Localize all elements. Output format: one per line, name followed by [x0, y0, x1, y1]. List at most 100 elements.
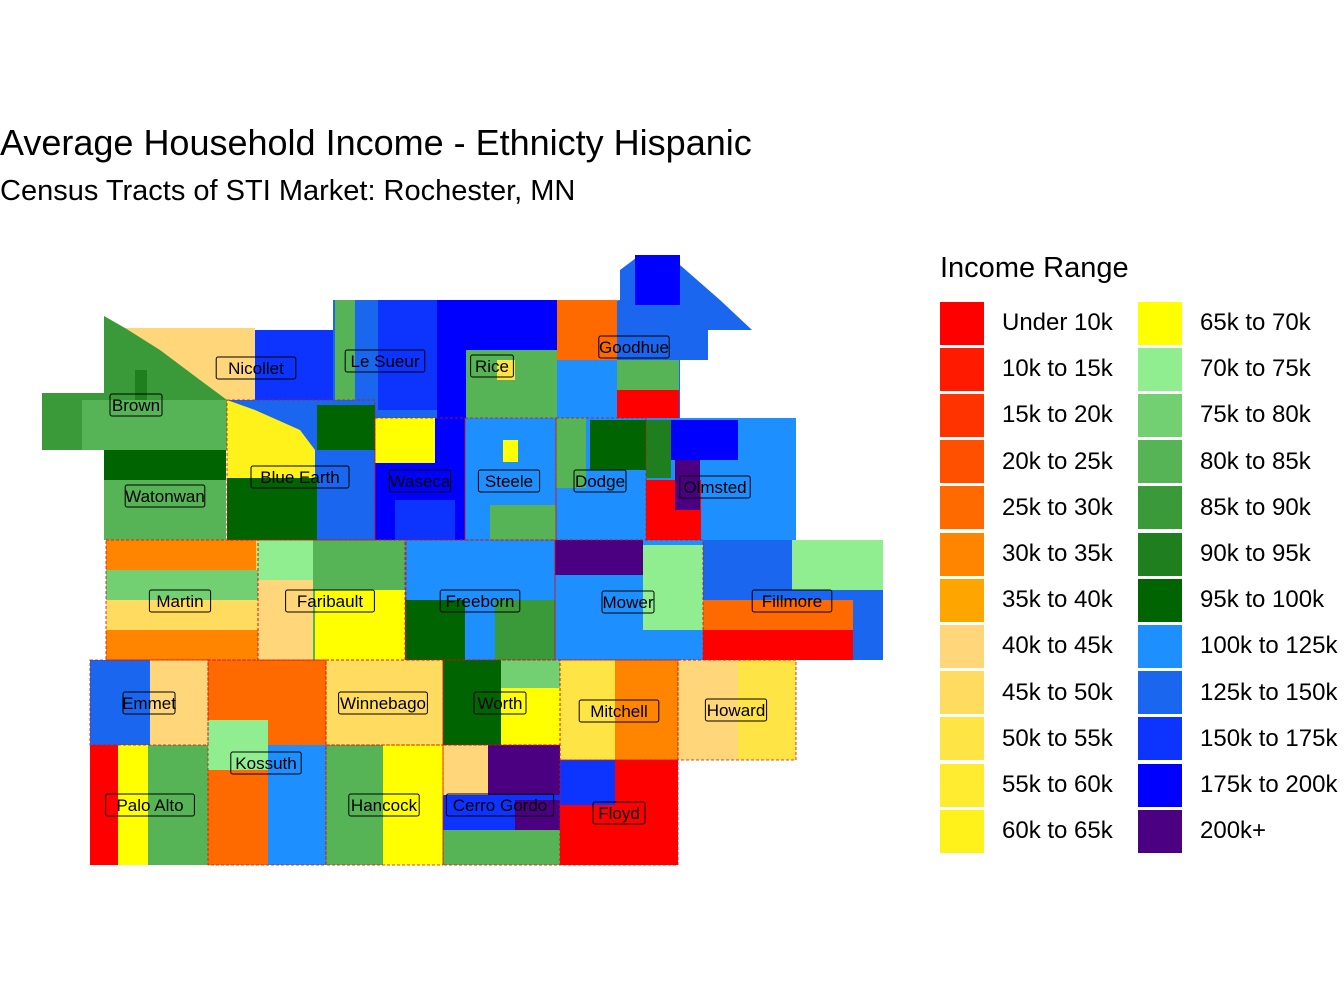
- county-name: Waseca: [390, 472, 451, 491]
- county-label-box: [338, 691, 428, 715]
- legend-item: 30k to 35k: [940, 532, 1113, 576]
- county-name: Worth: [477, 694, 522, 713]
- census-tract: [258, 540, 313, 580]
- map-subtitle: Census Tracts of STI Market: Rochester, …: [0, 175, 576, 207]
- census-tract: [135, 370, 147, 400]
- county-label: Mower: [601, 590, 655, 614]
- census-tract: [668, 420, 738, 460]
- county-label-box: [124, 484, 206, 508]
- census-tract: [617, 390, 679, 418]
- census-tract: [315, 590, 406, 660]
- legend-item: 90k to 95k: [1138, 532, 1311, 576]
- legend-swatch: [940, 301, 984, 345]
- county-label: Goodhue: [598, 335, 670, 359]
- legend-label: 70k to 75k: [1200, 355, 1311, 383]
- county-label-box: [601, 590, 655, 614]
- county-label-box: [477, 469, 541, 493]
- census-tract: [617, 360, 679, 390]
- legend-item: 35k to 40k: [940, 578, 1113, 622]
- legend-label: 125k to 150k: [1200, 678, 1338, 706]
- census-tract: [703, 600, 853, 630]
- county-name: Martin: [156, 592, 203, 611]
- legend-item: 100k to 125k: [1138, 624, 1337, 668]
- county-label-box: [473, 691, 527, 715]
- census-tract: [227, 478, 317, 540]
- county-name: Mitchell: [590, 702, 648, 721]
- county-name: Emmet: [122, 694, 176, 713]
- legend-swatch: [1138, 809, 1182, 853]
- county-label: Emmet: [122, 691, 176, 715]
- legend-item: 10k to 15k: [940, 347, 1113, 391]
- legend-label: 175k to 200k: [1200, 771, 1338, 798]
- census-tract: [703, 630, 853, 660]
- county-name: Floyd: [598, 804, 640, 823]
- legend-swatch: [1138, 763, 1182, 807]
- legend-title: Income Range: [940, 252, 1129, 284]
- county-label-box: [285, 589, 375, 613]
- county-name: Winnebago: [340, 694, 426, 713]
- legend-swatch: [940, 578, 984, 622]
- legend-item: Under 10k: [940, 301, 1113, 345]
- census-tract: [82, 400, 227, 450]
- census-tract: [646, 420, 671, 478]
- county-name: Howard: [707, 701, 766, 720]
- census-tract: [495, 600, 555, 660]
- census-tract: [443, 660, 501, 745]
- legend-item: 125k to 150k: [1138, 671, 1337, 715]
- census-tract: [560, 760, 615, 805]
- legend-item: 15k to 20k: [940, 393, 1113, 437]
- county-name: Kossuth: [235, 754, 296, 773]
- legend-label: 30k to 35k: [1002, 540, 1113, 567]
- legend-swatch: [1138, 717, 1182, 761]
- legend-item: 85k to 90k: [1138, 486, 1311, 530]
- county-label-box: [679, 475, 751, 499]
- choropleth-map: Brown Nicollet Le Sueur Rice Goodhue Watonwan…: [42, 255, 883, 866]
- census-tract: [557, 300, 617, 360]
- census-tract: [106, 540, 256, 570]
- legend-swatch: [940, 624, 984, 668]
- county-labels: Brown Nicollet Le Sueur Rice Goodhue Watonwan…: [105, 335, 833, 825]
- county-label: Blue Earth: [250, 465, 350, 489]
- legend-label: 65k to 70k: [1200, 309, 1311, 336]
- county-label: Mitchell: [578, 699, 660, 723]
- census-tract: [678, 660, 738, 760]
- county-label-box: [578, 699, 660, 723]
- county-label-box: [598, 335, 670, 359]
- county-label-box: [439, 589, 521, 613]
- census-tract: [635, 255, 680, 305]
- census-tract: [675, 460, 700, 510]
- county-name: Goodhue: [599, 338, 669, 357]
- county-label-box: [592, 801, 646, 825]
- county-label: Worth: [473, 691, 527, 715]
- census-tract: [490, 505, 556, 540]
- county-label-box: [109, 393, 163, 417]
- legend-swatch: [1138, 671, 1182, 715]
- legend-item: 80k to 85k: [1138, 440, 1311, 484]
- legend-swatch: [1138, 624, 1182, 668]
- legend-swatch: [1138, 301, 1182, 345]
- county-label-box: [148, 589, 212, 613]
- legend-item: 45k to 50k: [940, 671, 1113, 715]
- census-tract: [555, 540, 643, 575]
- census-tract: [501, 660, 560, 688]
- county-label: Le Sueur: [344, 349, 426, 373]
- census-tract: [208, 720, 268, 770]
- legend-item: 60k to 65k: [940, 809, 1113, 853]
- legend-swatch: [940, 486, 984, 530]
- census-tract: [556, 418, 586, 488]
- legend-item: 150k to 175k: [1138, 717, 1337, 761]
- county-label: Olmsted: [679, 475, 751, 499]
- county-name: Blue Earth: [260, 468, 339, 487]
- county-name: Freeborn: [446, 592, 515, 611]
- county-boundary: [325, 744, 444, 866]
- census-tract: [503, 440, 518, 462]
- legend-label: 45k to 50k: [1002, 678, 1113, 706]
- county-name: Cerro Gordo: [453, 796, 547, 815]
- legend-swatch: [940, 393, 984, 437]
- legend-item: 40k to 45k: [940, 624, 1113, 668]
- legend-swatch: [1138, 486, 1182, 530]
- census-tract: [104, 450, 226, 480]
- census-tract: [125, 328, 255, 420]
- legend-label: 200k+: [1200, 817, 1267, 845]
- legend-label: 95k to 100k: [1200, 586, 1325, 614]
